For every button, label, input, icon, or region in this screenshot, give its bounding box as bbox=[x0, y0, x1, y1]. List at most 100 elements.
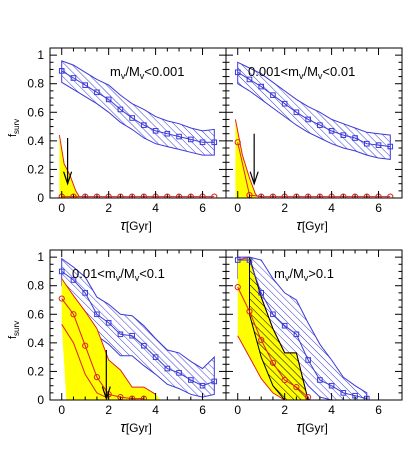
blue-point bbox=[364, 140, 370, 147]
x-axis-label: τ[Gyr] bbox=[296, 217, 328, 234]
blue-point bbox=[188, 136, 194, 143]
blue-point bbox=[141, 342, 147, 349]
blue-point bbox=[281, 322, 288, 329]
x-tick-label: 4 bbox=[152, 403, 159, 417]
x-tick-label: 2 bbox=[105, 201, 112, 215]
plot-area bbox=[234, 256, 370, 400]
blue-point bbox=[176, 370, 182, 376]
red-point bbox=[93, 193, 101, 198]
y-tick-label: 1 bbox=[37, 48, 44, 62]
red-point bbox=[316, 193, 323, 198]
blue-point bbox=[387, 143, 394, 150]
blue-point bbox=[164, 130, 171, 137]
red-point bbox=[58, 295, 65, 302]
x-axis-label: τ[Gyr] bbox=[120, 217, 152, 234]
blue-point bbox=[70, 277, 77, 283]
blue-point bbox=[328, 128, 335, 134]
blue-point bbox=[164, 365, 171, 372]
blue-point bbox=[58, 68, 65, 74]
blue-band bbox=[237, 61, 391, 160]
panel-4: 0 2 4 6 τ[Gyr] mv/Mv>0.1 bbox=[225, 249, 403, 436]
blue-point bbox=[270, 311, 276, 318]
blue-point bbox=[364, 395, 370, 400]
blue-point bbox=[317, 377, 323, 383]
x-tick-label: 0 bbox=[234, 403, 241, 417]
y-tick-label: 0.6 bbox=[27, 307, 44, 321]
x-tick-label: 0 bbox=[234, 201, 241, 215]
x-axis-label: τ[Gyr] bbox=[296, 419, 328, 436]
x-tick-label: 2 bbox=[281, 403, 288, 417]
arrow-head bbox=[101, 386, 111, 401]
panel-label: 0.01<mv/Mv<0.1 bbox=[72, 266, 165, 283]
arrow-head bbox=[63, 171, 73, 186]
blue-point bbox=[305, 116, 311, 123]
red-point bbox=[164, 193, 171, 198]
x-tick-label: 0 bbox=[58, 403, 65, 417]
red-point bbox=[82, 193, 89, 198]
red-point bbox=[269, 193, 277, 198]
blue-point bbox=[352, 135, 358, 141]
blue-point bbox=[152, 354, 159, 360]
blue-point bbox=[129, 332, 135, 339]
x-tick-label: 4 bbox=[328, 403, 335, 417]
red-point bbox=[234, 139, 241, 146]
y-tick-label: 0.2 bbox=[27, 162, 44, 176]
blue-point bbox=[176, 133, 182, 140]
red-point bbox=[175, 193, 183, 198]
blue-point bbox=[129, 115, 135, 121]
arrow-head bbox=[249, 171, 259, 186]
blue-point bbox=[70, 75, 77, 81]
blue-point bbox=[293, 109, 300, 116]
ticks bbox=[226, 250, 402, 401]
red-point bbox=[305, 193, 312, 198]
blue-point bbox=[246, 76, 253, 83]
x-axis-label: τ[Gyr] bbox=[120, 419, 152, 436]
plot-area bbox=[58, 60, 218, 198]
blue-point bbox=[234, 69, 241, 76]
y-tick-label: 0.2 bbox=[27, 364, 44, 378]
blue-band bbox=[61, 257, 215, 398]
y-tick-label: 0.8 bbox=[27, 279, 44, 293]
red-point bbox=[70, 311, 77, 318]
blue-point bbox=[375, 142, 382, 148]
blue-point bbox=[293, 331, 300, 338]
plot-area bbox=[58, 257, 218, 400]
x-tick-label: 4 bbox=[152, 201, 159, 215]
panel-2: 0 2 4 6 τ[Gyr] 0.001<mv/Mv<0.01 bbox=[225, 47, 403, 234]
blue-point bbox=[58, 268, 65, 275]
y-tick-label: 0 bbox=[37, 393, 44, 407]
yellow-band bbox=[61, 278, 161, 400]
x-tick-label: 2 bbox=[281, 201, 288, 215]
blue-point bbox=[281, 100, 288, 107]
red-point bbox=[293, 384, 300, 391]
yellow-band bbox=[235, 119, 258, 198]
blue-point bbox=[340, 390, 347, 396]
x-tick-label: 2 bbox=[105, 403, 112, 417]
ticks bbox=[226, 48, 402, 199]
y-axis-label: fsurv bbox=[7, 119, 21, 137]
blue-point bbox=[152, 128, 159, 134]
overlap-band bbox=[249, 256, 309, 400]
y-tick-label: 0 bbox=[37, 191, 44, 205]
red-series-line bbox=[237, 142, 391, 198]
x-tick-label: 0 bbox=[58, 201, 65, 215]
red-point bbox=[269, 359, 277, 366]
blue-point bbox=[258, 290, 264, 296]
panel-1: 0 2 4 6 0 0.2 0.4 0.6 0.8 1 fsurv τ[Gyr] mv/Mv<0.001 bbox=[7, 47, 227, 234]
blue-band bbox=[61, 60, 215, 156]
red-point bbox=[293, 193, 300, 198]
blue-point bbox=[188, 377, 194, 383]
red-point bbox=[70, 193, 77, 198]
red-point bbox=[211, 193, 218, 198]
x-tick-label: 6 bbox=[199, 201, 206, 215]
blue-point bbox=[270, 92, 276, 98]
blue-point bbox=[211, 378, 218, 385]
ticks bbox=[50, 250, 226, 401]
red-point bbox=[140, 193, 147, 198]
x-tick-label: 6 bbox=[199, 403, 206, 417]
y-tick-label: 0.8 bbox=[27, 77, 44, 91]
blue-point bbox=[317, 122, 323, 128]
red-point bbox=[281, 376, 288, 384]
red-point bbox=[363, 193, 370, 198]
